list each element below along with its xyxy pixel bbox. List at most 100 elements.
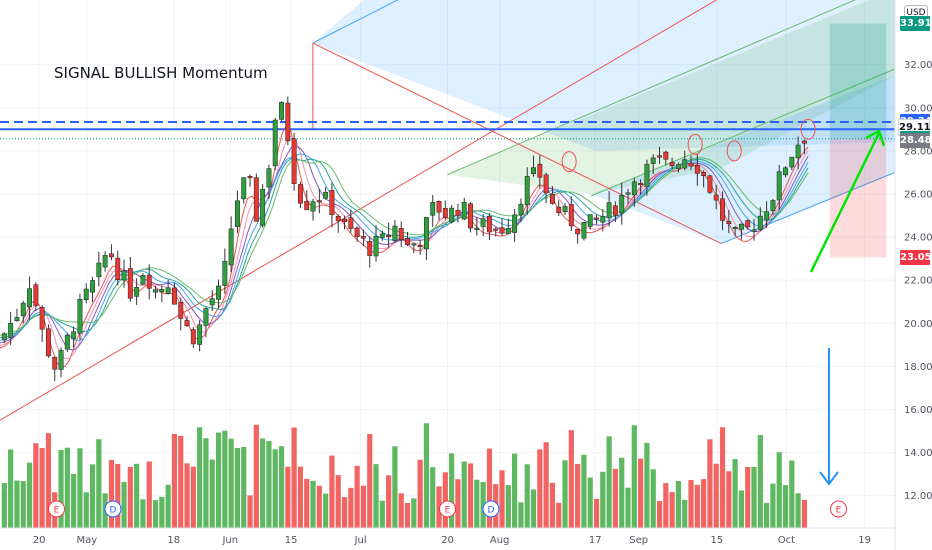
earnings-marker: [47, 500, 65, 518]
candle-body: [379, 233, 385, 238]
candle-body: [45, 328, 51, 357]
candle-body: [14, 317, 20, 322]
ma-ribbon: [0, 123, 809, 368]
candle-body: [58, 350, 64, 370]
candle-body: [1, 333, 7, 341]
volume-bar: [543, 442, 549, 528]
candle-body: [524, 176, 530, 206]
volume-bar: [751, 466, 757, 528]
price-tag: 23.05: [900, 250, 932, 266]
candle-body: [260, 188, 266, 226]
time-tick-label: Jun: [221, 535, 238, 546]
candle-body: [789, 156, 795, 168]
candle-body: [644, 163, 650, 187]
candle-body: [203, 308, 209, 326]
candle-body: [694, 165, 700, 174]
fork-upper-line: [312, 0, 399, 44]
price-tag: 33.91: [900, 15, 932, 31]
volume-bar: [499, 470, 505, 528]
candle-body: [216, 285, 221, 300]
candle-body: [480, 218, 486, 227]
candle-body: [316, 200, 322, 203]
volume-bar: [367, 434, 373, 528]
candle-body: [474, 227, 480, 230]
volume-bar: [171, 433, 178, 528]
volume-bar: [26, 462, 33, 528]
time-tick-label: Oct: [778, 535, 795, 546]
volume-bars: [1, 423, 808, 528]
volume-bar: [663, 483, 669, 528]
green-arrow-line: [809, 132, 881, 273]
candle-body: [102, 255, 108, 268]
candle-body: [455, 209, 461, 216]
candle-body: [493, 228, 499, 231]
circle-marker: [561, 151, 577, 173]
volume-bar: [789, 460, 795, 528]
volume-bar: [675, 481, 682, 528]
candle-body: [165, 287, 171, 294]
candle-body: [701, 172, 707, 176]
volume-bar: [272, 449, 278, 528]
volume-bar: [619, 457, 625, 528]
ma-line: [0, 153, 809, 342]
candle-body: [549, 194, 555, 204]
candle-body: [310, 201, 316, 212]
earnings-marker: [439, 500, 456, 518]
volume-bar: [215, 432, 222, 528]
volume-bar: [404, 502, 411, 528]
volume-bar: [486, 448, 493, 528]
volume-bar: [247, 495, 253, 528]
dividend-marker-label: D: [487, 506, 494, 516]
volume-bar: [707, 439, 713, 528]
volume-bar: [184, 463, 190, 528]
price-axis[interactable]: 12.00 14.00 16.00 18.00 20.00 22.00 24.00 26.00…: [894, 0, 932, 550]
candle-body: [266, 168, 272, 188]
volume-bar: [234, 448, 241, 528]
candle-body: [121, 270, 127, 281]
price-tick-label: 26.00: [904, 189, 932, 200]
volume-bar: [152, 500, 159, 528]
volume-bar: [436, 486, 442, 528]
time-axis[interactable]: 20 May 18 Jun 15 Jul 20 Aug 17 Sep 15 Oct 19: [0, 527, 895, 546]
volume-bar: [165, 484, 171, 528]
candle-body: [657, 155, 662, 158]
candle-body: [354, 227, 360, 237]
volume-bar: [291, 427, 297, 528]
volume-bar: [562, 460, 568, 528]
price-tag: 28.48: [900, 133, 932, 148]
candle-body: [745, 220, 751, 228]
circle-marker: [800, 118, 816, 140]
volume-bar: [801, 499, 808, 528]
volume-bar: [8, 449, 14, 528]
volume-bar: [203, 438, 209, 528]
candle-body: [663, 151, 669, 160]
price-tick-label: 32.00: [904, 60, 932, 71]
volume-bar: [285, 466, 291, 528]
candle-body: [209, 298, 215, 306]
candle-body: [562, 206, 568, 212]
volume-bar: [575, 463, 581, 528]
candle-body: [594, 217, 599, 220]
volume-bar: [266, 441, 272, 528]
candle-body: [52, 356, 58, 370]
candle-body: [115, 257, 121, 280]
candle-body: [39, 307, 45, 330]
candle-body: [329, 190, 335, 215]
candle-body: [272, 119, 278, 167]
volume-bar: [71, 473, 77, 528]
candle-body: [184, 320, 190, 327]
volume-bar: [556, 502, 562, 528]
price-tick-label: 14.00: [904, 448, 932, 459]
candle-body: [518, 203, 524, 216]
volume-bar: [505, 485, 511, 528]
candle-body: [764, 211, 770, 220]
time-tick-label: Aug: [490, 535, 510, 546]
volume-bar: [228, 438, 234, 528]
time-tick-label: May: [77, 535, 98, 546]
target-zone: [829, 23, 887, 139]
candlesticks[interactable]: [1, 96, 807, 382]
volume-bar: [159, 496, 165, 528]
volume-bar: [278, 446, 285, 528]
